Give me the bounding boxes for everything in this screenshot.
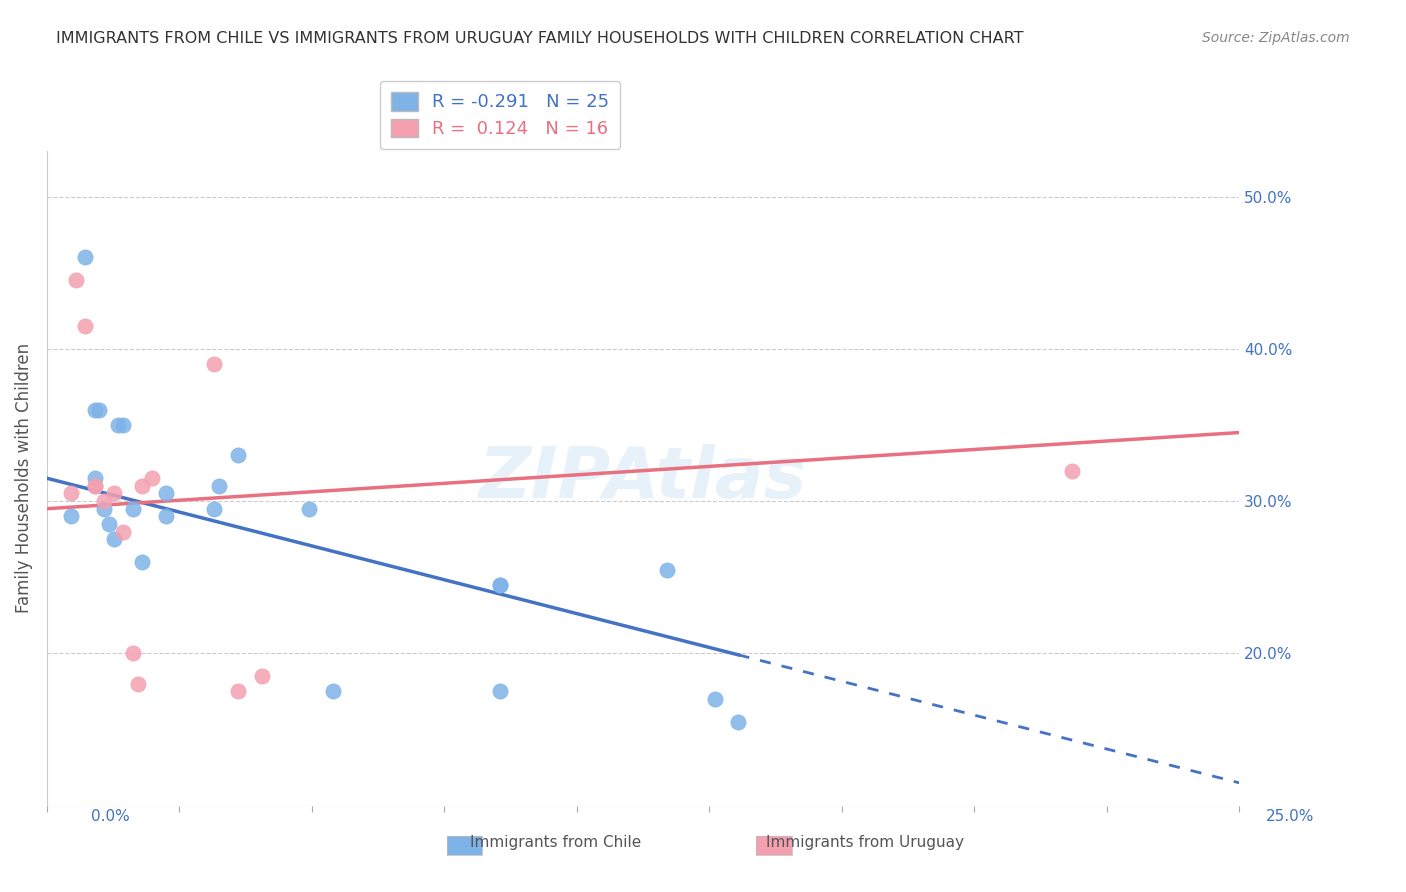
Point: [207, 479, 229, 493]
Point: [112, 524, 135, 539]
Text: Immigrants from Uruguay: Immigrants from Uruguay: [766, 836, 963, 850]
Point: [73, 251, 96, 265]
Point: [73, 318, 96, 333]
Point: [97, 516, 120, 531]
Point: [655, 563, 678, 577]
Point: [93, 494, 115, 508]
Point: [202, 501, 225, 516]
Point: [155, 509, 177, 524]
Point: [202, 357, 225, 371]
Point: [103, 486, 125, 500]
Text: 0.0%: 0.0%: [91, 809, 131, 823]
Point: [298, 501, 321, 516]
Text: ZIPAtlas: ZIPAtlas: [479, 443, 807, 513]
Text: Source: ZipAtlas.com: Source: ZipAtlas.com: [1202, 31, 1350, 45]
Point: [489, 684, 512, 698]
Point: [83, 471, 105, 485]
Point: [59, 509, 82, 524]
Legend: R = -0.291   N = 25, R =  0.124   N = 16: R = -0.291 N = 25, R = 0.124 N = 16: [380, 81, 620, 149]
Point: [93, 501, 115, 516]
Point: [226, 449, 249, 463]
Point: [65, 273, 87, 287]
Text: IMMIGRANTS FROM CHILE VS IMMIGRANTS FROM URUGUAY FAMILY HOUSEHOLDS WITH CHILDREN: IMMIGRANTS FROM CHILE VS IMMIGRANTS FROM…: [56, 31, 1024, 46]
Text: Immigrants from Chile: Immigrants from Chile: [470, 836, 641, 850]
Point: [250, 669, 273, 683]
Point: [131, 479, 153, 493]
Point: [155, 486, 177, 500]
Point: [103, 532, 125, 546]
Point: [127, 677, 149, 691]
Point: [59, 486, 82, 500]
Point: [226, 684, 249, 698]
Point: [83, 479, 105, 493]
Point: [112, 417, 135, 432]
Point: [121, 646, 143, 660]
Point: [322, 684, 344, 698]
Point: [121, 501, 143, 516]
Point: [1062, 464, 1084, 478]
Point: [489, 578, 512, 592]
Point: [83, 479, 105, 493]
Point: [141, 471, 163, 485]
Point: [131, 555, 153, 569]
Text: 25.0%: 25.0%: [1267, 809, 1315, 823]
Point: [107, 417, 129, 432]
Point: [89, 402, 111, 417]
Y-axis label: Family Households with Children: Family Households with Children: [15, 343, 32, 614]
Point: [727, 714, 749, 729]
Point: [83, 402, 105, 417]
Point: [489, 578, 512, 592]
Point: [703, 692, 725, 706]
